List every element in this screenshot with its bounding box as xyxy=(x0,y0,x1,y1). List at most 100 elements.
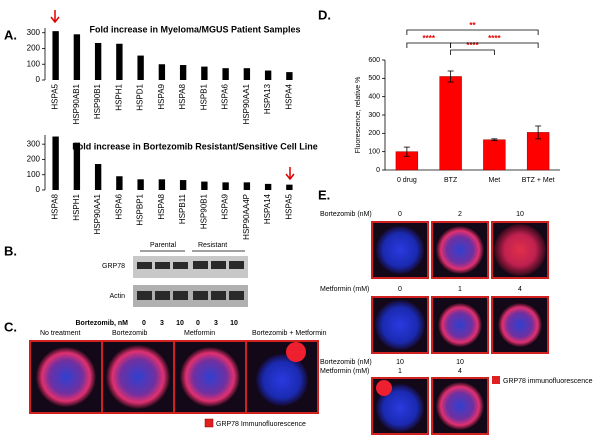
error-bar xyxy=(447,70,454,83)
x-tick-label: HSPH1 xyxy=(114,83,123,110)
bar xyxy=(52,136,59,190)
bar xyxy=(222,182,229,190)
row-value: 4 xyxy=(518,286,522,293)
bar xyxy=(243,68,251,80)
legend-swatch xyxy=(204,418,214,428)
bar xyxy=(483,139,506,171)
blot-dose: 3 xyxy=(160,320,164,327)
image-title: Bortezomib + Metformin xyxy=(252,330,327,337)
blot-group: Parental xyxy=(150,242,177,249)
y-tick-label: 200 xyxy=(27,44,41,53)
blot-dose-label: Bortezomib, nM xyxy=(76,320,129,327)
x-tick-label: HSP90AA1 xyxy=(242,83,251,124)
bar xyxy=(243,182,251,190)
row-label: Metformin (mM) xyxy=(320,368,369,375)
blot-group: Resistant xyxy=(198,242,227,249)
bar xyxy=(179,65,187,80)
y-tick-label: 400 xyxy=(368,94,380,101)
chart-title: Fold increase in Myeloma/MGUS Patient Sa… xyxy=(89,24,300,34)
y-tick-label: 0 xyxy=(36,75,41,84)
x-tick-label: HSPA9 xyxy=(157,83,166,109)
legend-label: GRP78 immunofluorescence xyxy=(503,378,593,385)
blot-row: GRP78 xyxy=(102,263,125,270)
row-value: 0 xyxy=(398,286,402,293)
bar xyxy=(116,176,123,190)
row-value: 4 xyxy=(458,368,462,375)
row-value: 1 xyxy=(398,368,402,375)
row-value: 0 xyxy=(398,211,402,218)
row-label: Bortezomib (nM) xyxy=(320,211,372,218)
row-value: 10 xyxy=(516,211,524,218)
bar xyxy=(286,184,293,190)
significance-label: **** xyxy=(423,34,436,43)
x-tick-label: HSP90AA4P xyxy=(242,194,251,240)
bar xyxy=(73,34,81,80)
error-bar xyxy=(535,125,542,140)
significance-label: **** xyxy=(466,41,479,50)
bar xyxy=(264,183,272,190)
y-tick-label: 100 xyxy=(368,149,380,156)
x-tick-label: HSPA5 xyxy=(51,83,60,109)
x-tick-label: HSPA8 xyxy=(51,193,60,219)
y-tick-label: 200 xyxy=(27,155,41,164)
panel-label: C. xyxy=(4,319,17,334)
x-tick-label: HSPBP1 xyxy=(136,193,145,225)
bar xyxy=(137,179,144,190)
x-tick-label: HSP90B1 xyxy=(199,193,208,229)
y-tick-label: 600 xyxy=(368,57,380,64)
x-tick-label: BTZ xyxy=(444,177,458,184)
x-tick-label: Met xyxy=(489,177,501,184)
blot-image xyxy=(133,285,248,307)
x-tick-label: HSPA8 xyxy=(157,193,166,219)
bar xyxy=(94,42,102,80)
row-value: 10 xyxy=(396,359,404,366)
x-tick-label: HSPB1 xyxy=(199,83,208,110)
blot-row: Actin xyxy=(109,293,125,300)
bar xyxy=(116,43,123,80)
significance-bracket xyxy=(450,49,495,55)
error-bar xyxy=(491,138,498,142)
blot-dose: 3 xyxy=(214,320,218,327)
row-label: Metformin (mM) xyxy=(320,286,369,293)
panel-label: A. xyxy=(4,27,17,42)
row-value: 1 xyxy=(458,286,462,293)
blot-dose: 0 xyxy=(142,320,146,327)
blot-dose: 0 xyxy=(196,320,200,327)
blot-dose: 10 xyxy=(176,320,184,327)
x-tick-label: HSPA14 xyxy=(263,193,272,224)
blot-dose: 10 xyxy=(230,320,238,327)
arrow xyxy=(285,167,295,181)
x-tick-label: HSPA6 xyxy=(114,193,123,219)
y-tick-label: 300 xyxy=(368,112,380,119)
y-tick-label: 100 xyxy=(27,59,41,68)
micrograph xyxy=(371,221,549,435)
bar xyxy=(94,164,102,190)
x-tick-label: HSPB11 xyxy=(178,193,187,224)
image-title: No treatment xyxy=(40,330,81,337)
bar xyxy=(439,76,462,171)
y-tick-label: 0 xyxy=(376,167,380,174)
bar xyxy=(286,72,293,80)
y-tick-label: 0 xyxy=(36,185,41,194)
y-tick-label: 500 xyxy=(368,75,380,82)
legend-swatch xyxy=(492,376,500,384)
x-tick-label: HSP90AA1 xyxy=(93,193,102,234)
panel-label: E. xyxy=(318,187,330,202)
panel-label: B. xyxy=(4,243,17,258)
bar xyxy=(222,68,229,80)
x-tick-label: HSPA8 xyxy=(178,83,187,109)
x-tick-label: HSPD1 xyxy=(136,83,145,110)
image-title: Bortezomib xyxy=(112,330,148,337)
significance-label: ** xyxy=(469,21,476,30)
significance-bracket xyxy=(406,42,452,48)
x-tick-label: HSPA5 xyxy=(284,193,293,219)
bar xyxy=(201,66,208,80)
y-axis-title: Fluorescence, relative % xyxy=(355,77,362,154)
x-tick-label: HSP90AB1 xyxy=(72,83,81,124)
chart-title: Fold increase in Bortezomib Resistant/Se… xyxy=(72,141,318,151)
significance-bracket xyxy=(406,29,539,35)
bar xyxy=(179,180,187,190)
bar xyxy=(158,179,166,190)
micrograph xyxy=(29,340,319,414)
arrow xyxy=(50,10,60,24)
